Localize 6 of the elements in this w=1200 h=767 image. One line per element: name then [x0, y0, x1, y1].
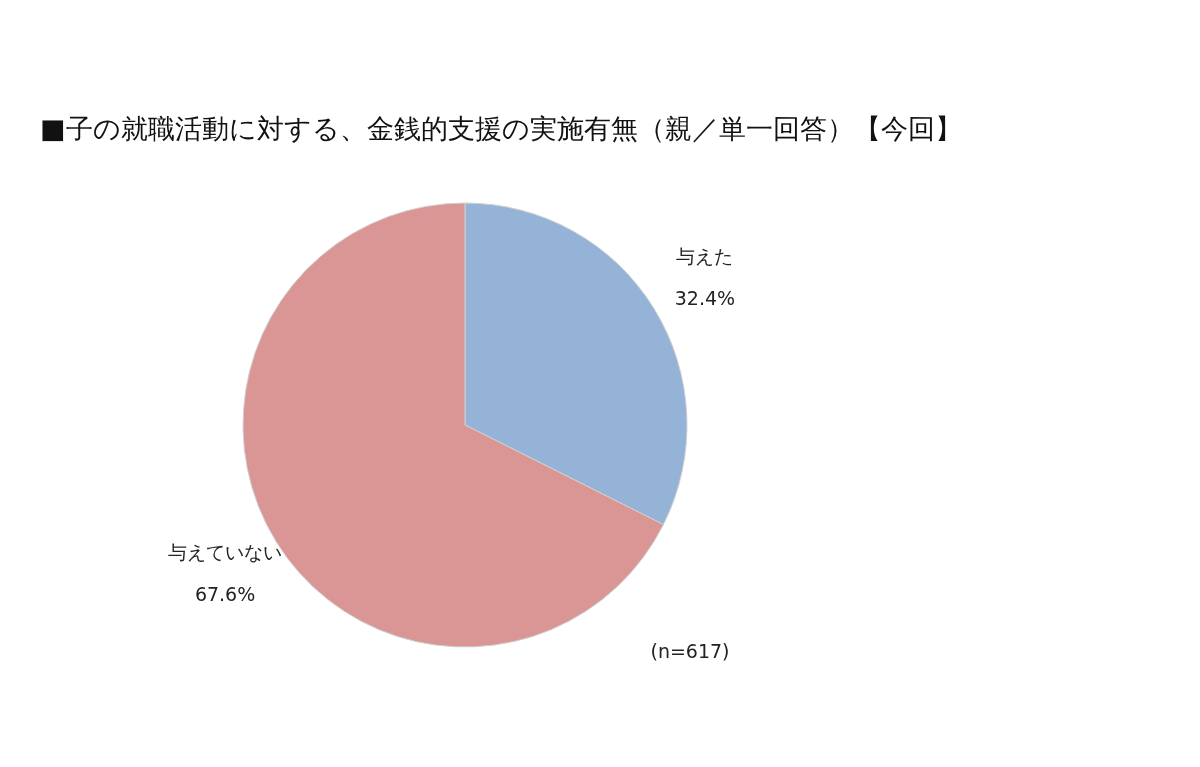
text: (n=617): [650, 640, 730, 662]
data-label: 67.6%: [194, 583, 256, 606]
slice-label: 与えた: [676, 244, 734, 267]
slice-label: 与えていない: [168, 541, 283, 564]
chart-title: ■子の就職活動に対する、金銭的支援の実施有無（親／単一回答）【今回】: [40, 113, 962, 144]
data-label: 32.4%: [674, 286, 736, 309]
